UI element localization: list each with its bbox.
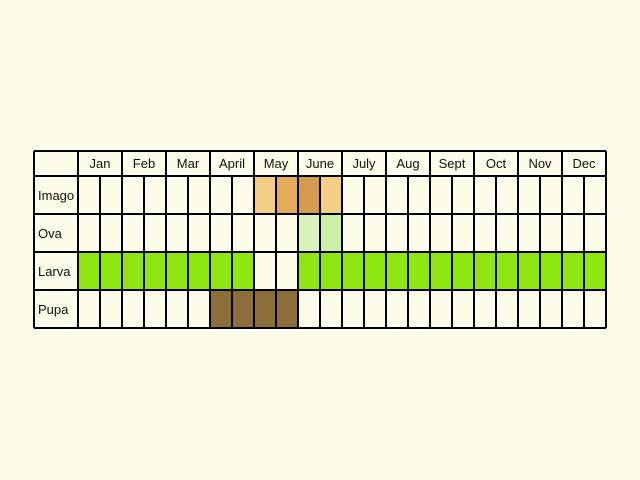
grid-line-layer	[33, 150, 607, 329]
larva-period-cell	[452, 252, 474, 290]
month-label-mar: Mar	[177, 156, 200, 171]
larva-period-cell	[408, 252, 430, 290]
larva-period-cell	[122, 252, 144, 290]
pupa-period-cell	[210, 290, 232, 328]
larva-period-cell	[188, 252, 210, 290]
pupa-period-cell	[232, 290, 254, 328]
imago-period-cell	[254, 176, 276, 214]
imago-period-cell	[320, 176, 342, 214]
month-label-dec: Dec	[572, 156, 596, 171]
month-label-nov: Nov	[528, 156, 552, 171]
month-label-jan: Jan	[90, 156, 111, 171]
month-label-aug: Aug	[396, 156, 419, 171]
larva-period-cell	[584, 252, 606, 290]
month-label-oct: Oct	[486, 156, 507, 171]
larva-period-cell	[518, 252, 540, 290]
larva-period-cell	[100, 252, 122, 290]
larva-period-cell	[320, 252, 342, 290]
month-label-may: May	[264, 156, 289, 171]
stage-label-imago: Imago	[38, 188, 74, 203]
ova-period-cell	[298, 214, 320, 252]
larva-period-cell	[298, 252, 320, 290]
month-label-feb: Feb	[133, 156, 155, 171]
month-label-june: June	[306, 156, 334, 171]
larva-period-cell	[562, 252, 584, 290]
stage-label-larva: Larva	[38, 264, 71, 279]
larva-period-cell	[342, 252, 364, 290]
month-label-sept: Sept	[439, 156, 466, 171]
stage-label-pupa: Pupa	[38, 302, 69, 317]
larva-period-cell	[232, 252, 254, 290]
stage-label-ova: Ova	[38, 226, 63, 241]
larva-period-cell	[474, 252, 496, 290]
larva-period-cell	[78, 252, 100, 290]
larva-period-cell	[496, 252, 518, 290]
imago-period-cell	[276, 176, 298, 214]
label-layer: Jan Feb Mar April May June July Aug Sept Oct Nov De…	[38, 156, 596, 317]
larva-period-cell	[364, 252, 386, 290]
larva-period-cell	[144, 252, 166, 290]
larva-period-cell	[166, 252, 188, 290]
larva-period-cell	[210, 252, 232, 290]
pupa-period-cell	[254, 290, 276, 328]
larva-period-cell	[430, 252, 452, 290]
larva-period-cell	[386, 252, 408, 290]
month-label-july: July	[352, 156, 376, 171]
larva-period-cell	[540, 252, 562, 290]
imago-period-cell	[298, 176, 320, 214]
pupa-period-cell	[276, 290, 298, 328]
month-label-april: April	[219, 156, 245, 171]
ova-period-cell	[320, 214, 342, 252]
